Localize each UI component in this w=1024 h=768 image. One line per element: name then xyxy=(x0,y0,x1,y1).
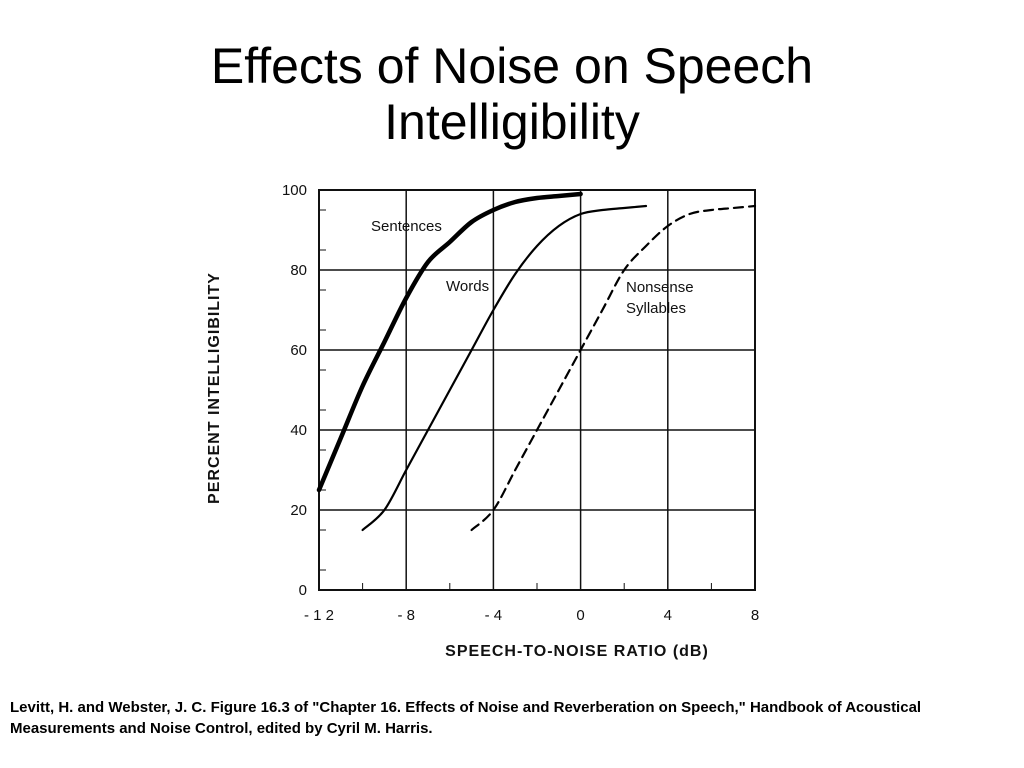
slide-title-line-1: Effects of Noise on Speech xyxy=(210,38,814,94)
series-line xyxy=(316,191,583,493)
grid xyxy=(318,189,756,591)
series-line xyxy=(361,204,648,532)
x-tick-label: - 1 2 xyxy=(304,607,334,624)
series-label: Sentences xyxy=(371,218,442,235)
x-tick-label: - 8 xyxy=(397,607,415,624)
x-tick-label: 0 xyxy=(576,607,584,624)
series-labels: Sentences Words Nonsense Syllables xyxy=(371,218,694,317)
slide-title: Effects of Noise on Speech Intelligibili… xyxy=(0,38,1024,150)
y-tick-label: 100 xyxy=(282,182,307,199)
y-tick-label: 80 xyxy=(290,262,307,279)
series-label: Words xyxy=(446,278,489,295)
y-tick-label: 0 xyxy=(299,582,307,599)
y-axis-label: PERCENT INTELLIGIBILITY xyxy=(206,272,223,504)
series-line xyxy=(470,204,757,532)
x-tick-label: 8 xyxy=(751,607,759,624)
x-axis-label: SPEECH-TO-NOISE RATIO (dB) xyxy=(445,643,709,660)
series-label: Nonsense Syllables xyxy=(626,279,694,317)
slide-title-line-2: Intelligibility xyxy=(384,94,640,150)
citation: Levitt, H. and Webster, J. C. Figure 16.… xyxy=(10,699,922,737)
y-tick-label: 60 xyxy=(290,342,307,359)
y-tick-label: 20 xyxy=(290,502,307,519)
x-tick-label: - 4 xyxy=(485,607,503,624)
series xyxy=(316,191,757,532)
x-tick-label: 4 xyxy=(664,607,672,624)
plot-frame xyxy=(318,189,756,591)
y-tick-label: 40 xyxy=(290,422,307,439)
